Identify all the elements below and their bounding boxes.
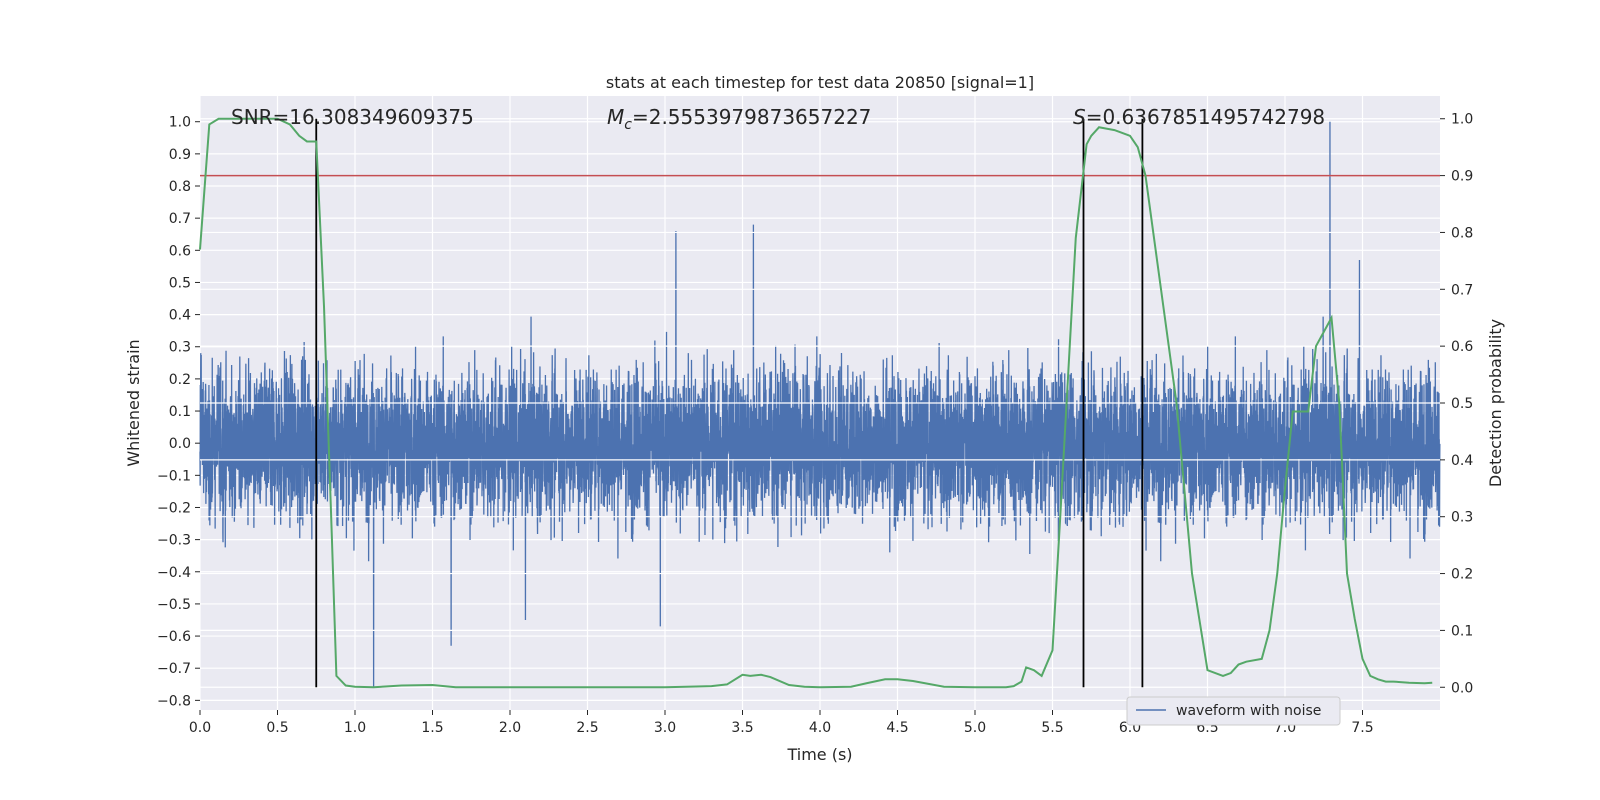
y-left-tick-label: −0.6 <box>157 629 191 645</box>
y-right-tick-label: 0.4 <box>1451 453 1473 469</box>
y-left-tick-label: −0.4 <box>157 565 191 581</box>
legend: waveform with noise <box>1126 696 1341 726</box>
y-right-axis-ticks: 1.0 0.9 0.8 0.7 0.6 0.5 0.4 0.3 0.2 0.1 0.0 <box>1440 112 1473 696</box>
x-tick-label: 0.5 <box>266 720 288 736</box>
x-tick-label: 5.0 <box>964 720 986 736</box>
y-left-tick-label: 0.8 <box>169 179 191 195</box>
x-tick-label: 1.5 <box>421 720 443 736</box>
y-right-tick-label: 0.0 <box>1451 680 1473 696</box>
y-right-tick-label: 0.6 <box>1451 339 1473 355</box>
x-tick-label: 3.5 <box>731 720 753 736</box>
y-left-tick-label: 0.6 <box>169 243 191 259</box>
y-left-tick-label: −0.7 <box>157 661 191 677</box>
x-tick-label: 4.5 <box>886 720 908 736</box>
legend-entry: waveform with noise <box>1176 703 1321 719</box>
chirp-mass-value: =2.5553979873657227 <box>632 105 871 129</box>
y-left-tick-label: −0.5 <box>157 597 191 613</box>
chart-title: stats at each timestep for test data 208… <box>606 73 1034 92</box>
y-right-axis-label: Detection probability <box>1486 319 1505 487</box>
chirp-mass-annotation: Mc=2.5553979873657227 <box>607 105 871 133</box>
s-symbol: S <box>1073 105 1086 129</box>
x-tick-label: 2.5 <box>576 720 598 736</box>
y-right-tick-label: 0.7 <box>1451 282 1473 298</box>
y-left-tick-label: 0.7 <box>169 211 191 227</box>
x-tick-label: 2.0 <box>499 720 521 736</box>
vertical-markers <box>315 118 1144 688</box>
y-left-axis-label: Whitened strain <box>124 339 143 466</box>
chirp-mass-symbol: M <box>607 105 624 129</box>
s-value: =0.6367851495742798 <box>1086 105 1325 129</box>
s-annotation: S=0.6367851495742798 <box>1073 105 1325 129</box>
y-left-tick-label: −0.1 <box>157 468 191 484</box>
y-right-tick-label: 1.0 <box>1451 112 1473 128</box>
y-left-tick-label: 0.5 <box>169 275 191 291</box>
chirp-mass-subscript: c <box>624 117 632 133</box>
y-right-tick-label: 0.1 <box>1451 623 1473 639</box>
y-right-tick-label: 0.9 <box>1451 169 1473 185</box>
y-left-tick-label: −0.8 <box>157 693 191 709</box>
y-left-tick-label: −0.3 <box>157 533 191 549</box>
x-axis-ticks: 0.0 0.5 1.0 1.5 2.0 2.5 3.0 3.5 4.0 4.5 5.0 5.5 6.0 6… <box>189 710 1374 736</box>
y-right-tick-label: 0.8 <box>1451 225 1473 241</box>
y-left-tick-label: −0.2 <box>157 500 191 516</box>
y-right-tick-label: 0.2 <box>1451 567 1473 583</box>
snr-annotation: SNR=16.308349609375 <box>231 105 474 129</box>
y-left-axis-ticks: 1.0 0.9 0.8 0.7 0.6 0.5 0.4 0.3 0.2 0.1 0.0 −0.1 −0.… <box>157 115 200 709</box>
x-tick-label: 7.5 <box>1351 720 1373 736</box>
x-tick-label: 5.5 <box>1041 720 1063 736</box>
legend-box <box>1126 696 1341 726</box>
x-tick-label: 1.0 <box>344 720 366 736</box>
x-tick-label: 4.0 <box>809 720 831 736</box>
waveform-series <box>199 121 1441 688</box>
y-left-tick-label: 1.0 <box>169 115 191 131</box>
y-left-tick-label: 0.1 <box>169 404 191 420</box>
x-tick-label: 3.0 <box>654 720 676 736</box>
y-right-tick-label: 0.5 <box>1451 396 1473 412</box>
detection-probability-line <box>199 117 1433 689</box>
x-axis-label: Time (s) <box>786 745 852 764</box>
y-right-tick-label: 0.3 <box>1451 510 1473 526</box>
y-left-tick-label: 0.0 <box>169 436 191 452</box>
y-left-tick-label: 0.3 <box>169 340 191 356</box>
y-left-tick-label: 0.2 <box>169 372 191 388</box>
waveform-path <box>199 121 1441 688</box>
y-left-tick-label: 0.9 <box>169 147 191 163</box>
x-tick-label: 0.0 <box>189 720 211 736</box>
y-left-tick-label: 0.4 <box>169 308 191 324</box>
